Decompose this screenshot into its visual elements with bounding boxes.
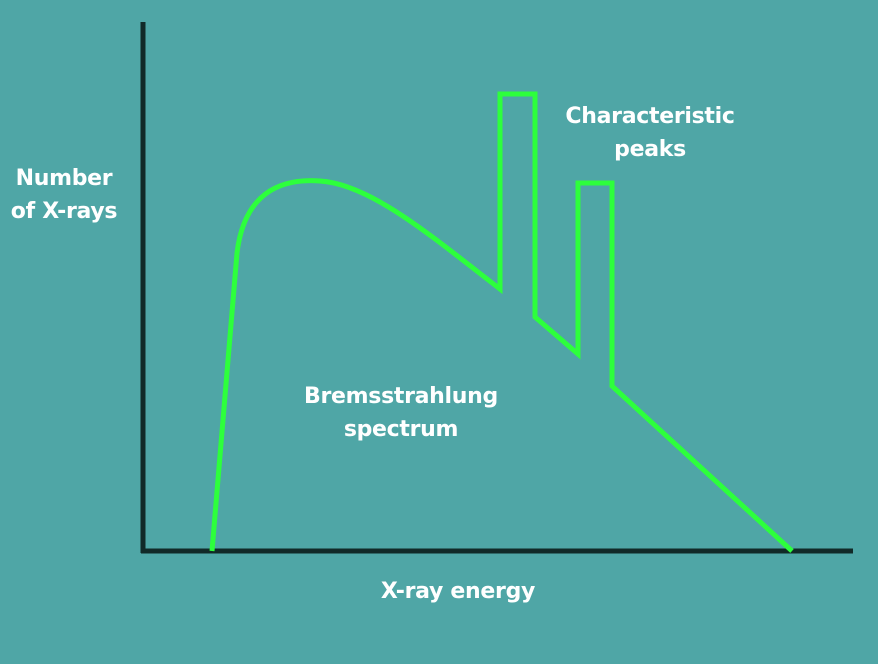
continuum-label-line1: Bremsstrahlung — [304, 384, 498, 409]
y-axis-label-line2: of X-rays — [11, 199, 118, 224]
peaks-label-line1: Characteristic — [565, 104, 734, 129]
spectrum-curve — [209, 91, 794, 553]
peaks-label-line2: peaks — [614, 137, 686, 162]
x-axis-label: X-ray energy — [381, 579, 535, 604]
continuum-label-line2: spectrum — [344, 417, 458, 442]
y-axis-label-line1: Number — [16, 166, 113, 191]
